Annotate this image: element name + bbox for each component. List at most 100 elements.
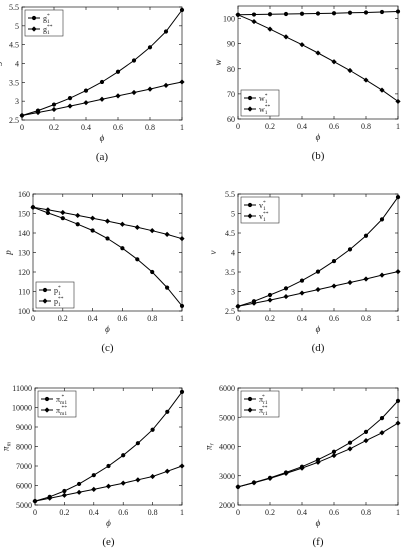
data-point: [379, 272, 385, 278]
x-tick-label: 0: [20, 123, 24, 132]
legend-marker: [31, 15, 37, 21]
data-point: [90, 228, 95, 233]
panel-caption: (f): [313, 536, 324, 548]
y-tick-label: 6000: [16, 482, 32, 491]
data-point: [75, 222, 80, 227]
legend-box: [240, 89, 280, 117]
y-tick-label: 140: [18, 229, 30, 238]
data-point: [315, 11, 321, 16]
x-tick-label: 0: [236, 314, 240, 323]
data-point: [379, 430, 385, 436]
data-point: [135, 477, 141, 483]
x-tick-label: 0.4: [88, 314, 98, 323]
data-point: [147, 45, 153, 50]
data-point: [267, 297, 273, 303]
data-point: [62, 488, 67, 494]
y-tick-label: 150: [18, 210, 30, 219]
y-tick-label: 4: [15, 60, 19, 69]
x-tick-label: 1: [396, 314, 400, 323]
data-point: [315, 457, 321, 462]
data-point: [235, 12, 241, 18]
legend-marker: [44, 407, 50, 413]
legend: g1*g1**: [24, 9, 64, 37]
data-point: [115, 93, 121, 99]
x-axis-label: ϕ: [316, 518, 321, 528]
panel-caption: (d): [312, 342, 325, 354]
data-point: [179, 389, 185, 394]
legend: w1*w1**: [240, 89, 280, 117]
chart-panel-5: 0 0.2 0.4 0.6 0.8 1 5000 6000 7000 8000 9000 10000 1…: [1, 384, 185, 548]
data-point: [67, 103, 73, 109]
x-tick-label: 0.4: [81, 123, 91, 132]
data-point: [163, 29, 169, 34]
y-tick-label: 6000: [219, 384, 235, 393]
series-line-2: [237, 422, 399, 488]
y-tick-label: 80: [227, 65, 235, 74]
data-point: [179, 303, 185, 309]
y-axis-label: v: [208, 251, 218, 255]
data-point: [134, 224, 140, 230]
y-tick-label: 3: [231, 288, 235, 297]
legend-marker: [247, 396, 253, 402]
y-tick-label: 4: [231, 249, 235, 258]
x-tick-label: 0.8: [361, 314, 371, 323]
data-point: [91, 486, 97, 492]
x-tick-label: 0.6: [329, 314, 339, 323]
x-tick-label: 1: [180, 123, 184, 132]
x-tick-label: 0.6: [329, 508, 339, 517]
y-tick-label: 100: [18, 307, 30, 316]
legend-marker: [44, 396, 50, 402]
data-point: [61, 492, 67, 498]
data-point: [251, 480, 257, 486]
legend-entry: πr1*: [259, 394, 268, 406]
data-point: [120, 480, 126, 486]
data-point: [19, 112, 25, 119]
x-tick-label: 0.4: [297, 122, 307, 131]
y-axis-label: πm: [1, 441, 13, 451]
x-tick-label: 0.8: [147, 314, 157, 323]
y-tick-label: 3.5: [9, 78, 19, 87]
data-point: [283, 286, 289, 291]
legend-marker: [247, 106, 253, 112]
y-tick-label: 2.5: [9, 116, 19, 125]
data-point: [267, 292, 273, 298]
data-point: [379, 217, 385, 222]
legend-entry: πm1**: [56, 405, 67, 417]
data-point: [99, 79, 105, 85]
x-tick-label: 0.6: [117, 314, 127, 323]
data-point: [363, 276, 369, 282]
data-point: [131, 89, 137, 96]
data-point: [395, 269, 401, 275]
data-point: [315, 50, 321, 56]
data-point: [106, 463, 111, 469]
data-point: [331, 258, 337, 264]
data-point: [51, 102, 57, 107]
data-point: [251, 12, 257, 17]
legend-marker: [42, 298, 48, 304]
data-point: [283, 11, 289, 17]
legend-marker: [31, 26, 37, 32]
y-tick-label: 60: [227, 115, 235, 124]
legend: πm1*πm1**: [37, 390, 77, 418]
data-point: [163, 82, 169, 88]
data-point: [395, 398, 401, 403]
data-point: [147, 86, 153, 92]
data-point: [299, 11, 305, 16]
data-point: [179, 7, 185, 13]
x-tick-label: 1: [180, 508, 184, 517]
chart-panel-4: 0 0.2 0.4 0.6 0.8 1 2.5 3 3.5 4 4.5 5 5.5 ϕ v v1*v1** (d…: [208, 190, 401, 354]
plot-frame: [237, 5, 399, 120]
data-point: [45, 207, 51, 213]
data-point: [363, 233, 369, 238]
data-point: [120, 246, 125, 251]
data-point: [60, 216, 65, 221]
data-point: [60, 209, 66, 216]
data-point: [299, 290, 305, 296]
y-tick-label: 5: [231, 210, 235, 219]
y-tick-label: 3.5: [225, 268, 235, 277]
data-point: [90, 215, 96, 221]
y-tick-label: 5.5: [9, 3, 19, 12]
legend-entry: w1**: [259, 104, 270, 116]
y-axis-label: g: [0, 61, 2, 66]
